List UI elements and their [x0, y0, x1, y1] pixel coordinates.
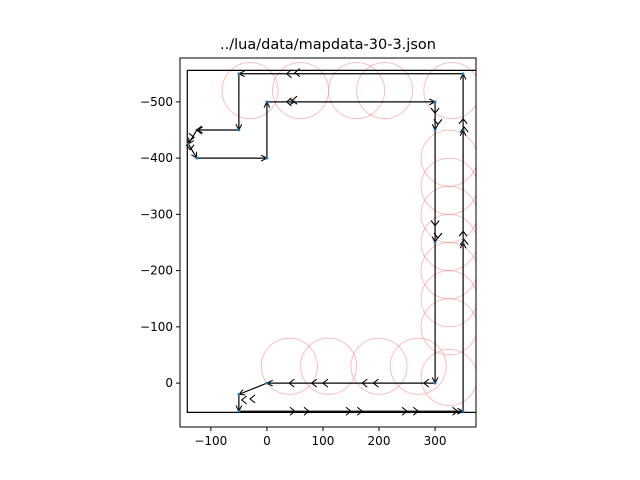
route-node [433, 381, 437, 385]
route-node [237, 409, 241, 413]
plot-clip-group [185, 62, 476, 416]
range-circle-0 [221, 62, 279, 120]
y-tick-label: −500 [140, 95, 173, 109]
chevron-marker-11 [458, 117, 468, 125]
boundary-line [186, 69, 476, 413]
route-node [433, 241, 437, 244]
range-circle-1 [272, 62, 330, 120]
chevron-marker-16 [372, 378, 379, 388]
route-node [237, 392, 241, 396]
chevron-marker-27 [401, 406, 408, 416]
chevron-marker-26 [356, 406, 364, 416]
route-arrow-3 [188, 129, 198, 144]
chevron-marker-2 [195, 125, 203, 135]
y-axis: 0 −100 −200 −300 −400 −500 [140, 95, 180, 390]
y-tick-label: −100 [140, 320, 173, 334]
chevron-marker-18 [322, 378, 329, 388]
chevron-marker-3 [188, 132, 195, 142]
x-tick-label: 200 [368, 434, 391, 448]
range-circle-3 [356, 62, 414, 120]
x-tick-label: 100 [312, 434, 335, 448]
chevron-marker-0 [285, 69, 292, 79]
chevron-marker-20 [288, 378, 295, 388]
route-node [265, 100, 269, 104]
chevron-marker-7 [430, 107, 440, 115]
chevron-marker-10 [433, 232, 443, 239]
x-tick-label: −100 [194, 434, 227, 448]
chevron-marker-13 [458, 230, 468, 237]
route-node [265, 381, 269, 385]
route-node [461, 409, 465, 413]
chevron-marker-19 [310, 378, 318, 388]
range-circle-10 [420, 270, 476, 328]
range-circle-14 [300, 337, 358, 395]
chevron-marker-15 [422, 378, 430, 388]
plot-area [185, 62, 476, 416]
range-circle-13 [260, 337, 318, 395]
chevron-marker-21 [249, 394, 256, 404]
route-node [237, 72, 241, 76]
range-circle-4 [423, 62, 476, 120]
route-node [433, 128, 437, 132]
chevron-marker-8 [433, 119, 443, 126]
x-axis: −100 0 100 200 300 [194, 427, 447, 448]
route-arrow-13 [239, 382, 268, 394]
route-node [187, 142, 190, 146]
chevron-marker-1 [294, 68, 301, 78]
x-tick-label: 0 [263, 434, 271, 448]
chevron-marker-29 [452, 406, 459, 416]
chevron-marker-25 [345, 406, 352, 416]
y-tick-label: 0 [165, 376, 173, 390]
route-node [461, 72, 465, 76]
chevron-marker-9 [430, 220, 440, 227]
route-node [195, 156, 199, 160]
route-node [265, 156, 269, 160]
range-circle-11 [420, 298, 476, 356]
chevron-marker-12 [459, 126, 469, 133]
chevron-marker-22 [240, 395, 248, 405]
y-tick-label: −300 [140, 207, 173, 221]
chevron-marker-5 [285, 97, 292, 107]
chevron-marker-4 [185, 144, 195, 151]
chevron-marker-28 [412, 406, 420, 416]
range-circle-15 [350, 337, 408, 395]
route-node [433, 100, 437, 104]
range-circle-12 [420, 349, 476, 406]
chevron-marker-14 [459, 238, 469, 246]
chevron-marker-23 [289, 406, 296, 416]
y-tick-label: −400 [140, 151, 173, 165]
route-arrow-4 [187, 143, 196, 158]
chevron-marker-17 [361, 378, 368, 388]
axes-frame [179, 57, 477, 428]
range-circle-16 [389, 337, 447, 395]
chevron-marker-24 [303, 406, 310, 416]
range-circle-2 [328, 62, 386, 120]
route-node [237, 128, 241, 132]
x-tick-label: 300 [424, 434, 447, 448]
y-tick-label: −200 [140, 264, 173, 278]
chevron-marker-6 [291, 95, 298, 105]
chart-title: ../lua/data/mapdata-30-3.json [220, 37, 436, 53]
